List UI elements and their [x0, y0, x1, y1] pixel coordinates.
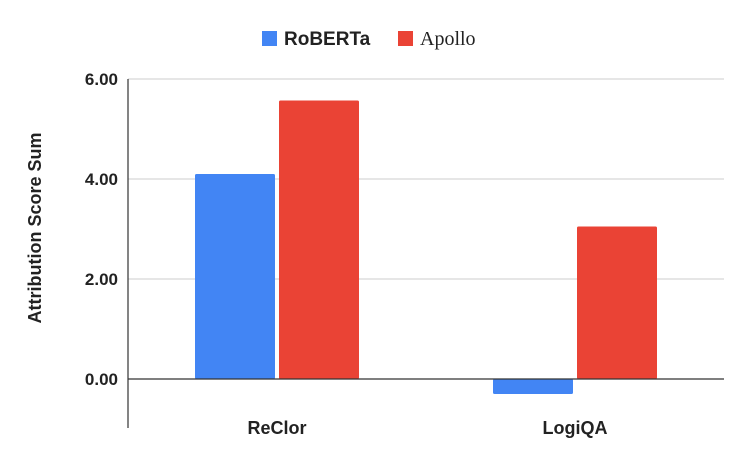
y-tick-label: 0.00	[85, 370, 118, 389]
x-category-label: ReClor	[247, 418, 306, 438]
y-tick-label: 6.00	[85, 70, 118, 89]
bar-apollo-reclor	[279, 100, 359, 379]
bar-roberta-logiqa	[493, 379, 573, 394]
y-tick-label: 4.00	[85, 170, 118, 189]
y-axis-title: Attribution Score Sum	[25, 132, 45, 323]
y-tick-label: 2.00	[85, 270, 118, 289]
bar-apollo-logiqa	[577, 226, 657, 379]
legend-swatch-apollo	[398, 31, 413, 46]
x-category-label: LogiQA	[543, 418, 608, 438]
legend-label-roberta: RoBERTa	[284, 29, 371, 50]
legend-swatch-roberta	[262, 31, 277, 46]
legend-label-apollo: Apollo	[420, 28, 476, 50]
bar-roberta-reclor	[195, 174, 275, 379]
x-axis-category-labels: ReClor LogiQA	[247, 418, 607, 438]
legend: RoBERTa Apollo	[262, 28, 476, 50]
y-axis-tick-labels: 0.00 2.00 4.00 6.00	[85, 70, 118, 389]
bars	[195, 100, 657, 394]
